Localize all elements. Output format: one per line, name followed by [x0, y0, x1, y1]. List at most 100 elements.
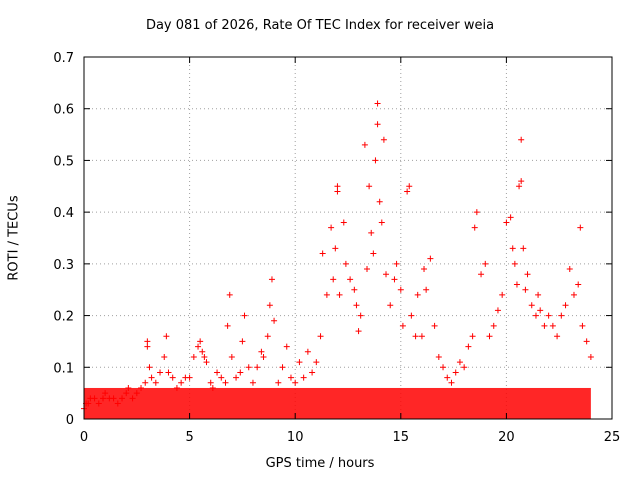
data-point — [554, 333, 561, 340]
data-point — [138, 384, 145, 391]
x-tick-label: 10 — [287, 430, 304, 445]
data-point — [537, 307, 544, 314]
data-point — [85, 400, 92, 407]
data-point — [507, 214, 514, 221]
data-point — [214, 369, 221, 376]
data-point — [414, 291, 421, 298]
data-point — [245, 364, 252, 371]
y-tick-label: 0.5 — [53, 154, 74, 169]
data-point — [503, 219, 510, 226]
data-point — [178, 379, 185, 386]
data-point — [361, 141, 368, 148]
y-tick-label: 0.1 — [53, 361, 74, 376]
data-point — [579, 322, 586, 329]
data-point — [570, 291, 577, 298]
x-axis-label: GPS time / hours — [265, 456, 375, 471]
data-point — [102, 390, 109, 397]
data-point — [264, 333, 271, 340]
data-point — [355, 328, 362, 335]
data-point — [520, 245, 527, 252]
data-point — [258, 348, 265, 355]
data-point — [319, 250, 326, 257]
data-point — [452, 369, 459, 376]
data-point — [456, 359, 463, 366]
data-point — [486, 333, 493, 340]
data-point — [129, 395, 136, 402]
data-point — [148, 374, 155, 381]
data-point — [478, 271, 485, 278]
data-point — [378, 219, 385, 226]
data-point — [370, 250, 377, 257]
data-point — [222, 379, 229, 386]
data-point — [444, 374, 451, 381]
data-point — [224, 322, 231, 329]
data-point — [387, 302, 394, 309]
data-point — [144, 338, 151, 345]
data-point — [249, 379, 256, 386]
data-point — [254, 364, 261, 371]
data-point — [524, 271, 531, 278]
data-point — [421, 266, 428, 273]
data-point — [423, 286, 430, 293]
data-point — [317, 333, 324, 340]
x-tick-label: 15 — [393, 430, 410, 445]
data-point — [334, 183, 341, 190]
data-point — [190, 353, 197, 360]
data-point — [199, 348, 206, 355]
data-point — [518, 136, 525, 143]
x-tick-label: 5 — [185, 430, 193, 445]
data-point — [399, 322, 406, 329]
data-point — [549, 322, 556, 329]
data-point — [440, 364, 447, 371]
data-point — [577, 224, 584, 231]
data-point — [226, 291, 233, 298]
data-point — [351, 286, 358, 293]
data-point — [482, 260, 489, 267]
data-point — [275, 379, 282, 386]
data-point — [408, 312, 415, 319]
data-point — [435, 353, 442, 360]
data-point — [406, 183, 413, 190]
data-point — [376, 198, 383, 205]
data-point — [309, 369, 316, 376]
y-tick-label: 0.3 — [53, 258, 74, 273]
data-point — [197, 338, 204, 345]
data-point — [279, 364, 286, 371]
data-point — [114, 400, 121, 407]
data-point — [142, 379, 149, 386]
data-point — [123, 390, 130, 397]
data-point — [528, 302, 535, 309]
data-point — [218, 374, 225, 381]
data-point — [393, 260, 400, 267]
data-point — [266, 302, 273, 309]
data-point — [418, 333, 425, 340]
data-point — [133, 390, 140, 397]
data-point — [296, 359, 303, 366]
data-point — [313, 359, 320, 366]
data-point — [412, 333, 419, 340]
data-point — [545, 312, 552, 319]
y-axis-label: ROTI / TECUs — [6, 195, 22, 281]
data-point — [157, 369, 164, 376]
data-point — [431, 322, 438, 329]
data-point — [233, 374, 240, 381]
data-point — [304, 348, 311, 355]
data-point — [427, 255, 434, 262]
data-point — [366, 183, 373, 190]
data-point — [186, 374, 193, 381]
data-point — [209, 384, 216, 391]
data-point — [207, 379, 214, 386]
data-point — [287, 374, 294, 381]
data-point — [300, 374, 307, 381]
x-tick-label: 0 — [80, 430, 88, 445]
data-point — [195, 343, 202, 350]
data-point — [509, 245, 516, 252]
data-point — [522, 286, 529, 293]
data-point — [328, 224, 335, 231]
data-point — [513, 281, 520, 288]
data-point — [583, 338, 590, 345]
data-point — [587, 353, 594, 360]
data-point — [532, 312, 539, 319]
data-point — [239, 338, 246, 345]
